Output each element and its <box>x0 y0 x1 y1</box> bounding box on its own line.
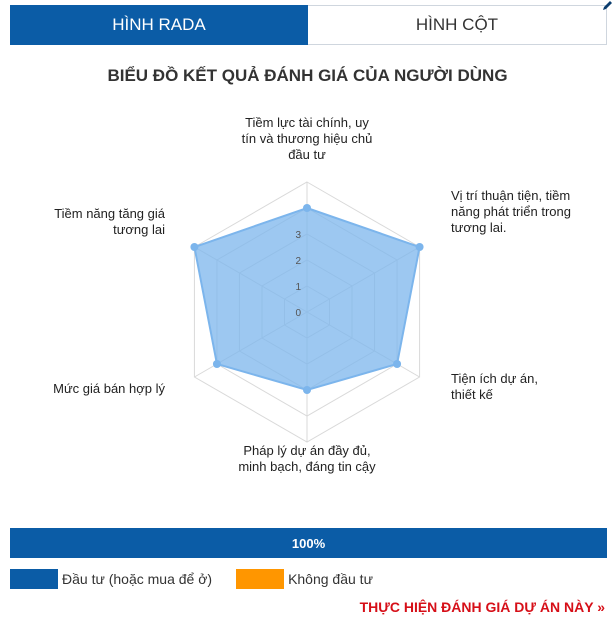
progress-label: 100% <box>291 535 326 551</box>
series-point-3 <box>303 386 311 394</box>
series-point-2 <box>393 360 402 368</box>
legend-swatch-no-invest <box>236 569 285 589</box>
series-point-0 <box>303 204 311 212</box>
series-point-1 <box>415 243 424 251</box>
evaluate-project-link[interactable]: THỰC HIỆN ĐÁNH GIÁ DỰ ÁN NÀY » <box>359 599 605 615</box>
pencil-icon[interactable] <box>601 0 613 12</box>
legend-item-no-invest[interactable]: Không đầu tư <box>236 569 373 589</box>
axis-label-0: Tiềm lực tài chính, uy tín và thương hiệ… <box>241 115 373 162</box>
legend-swatch-invest <box>10 569 58 589</box>
chart-title: BIỂU ĐỒ KẾT QUẢ ĐÁNH GIÁ CỦA NGƯỜI DÙNG <box>107 66 508 85</box>
tab-column[interactable]: HÌNH CỘT <box>308 5 607 45</box>
series-point-5 <box>190 243 199 251</box>
tab-radar[interactable]: HÌNH RADA <box>10 5 308 45</box>
series-point-4 <box>212 360 221 368</box>
axis-label-5: Tiềm năng tăng giá tương lai <box>54 206 165 237</box>
scale-label-2: 2 <box>295 256 301 267</box>
scale-label-3: 3 <box>295 230 301 241</box>
axis-label-4: Mức giá bán hợp lý <box>53 381 165 396</box>
chart-type-tabs: HÌNH RADA HÌNH CỘT <box>10 5 607 45</box>
legend-item-invest[interactable]: Đầu tư (hoặc mua để ở) <box>10 569 212 589</box>
scale-label-1: 1 <box>295 282 301 293</box>
axis-label-3: Pháp lý dự án đầy đủ, minh bạch, đáng ti… <box>238 443 376 474</box>
legend: Đầu tư (hoặc mua để ở) Không đầu tư <box>10 569 397 589</box>
scale-label-0: 0 <box>295 308 301 319</box>
legend-label-invest: Đầu tư (hoặc mua để ở) <box>62 571 213 587</box>
axis-label-1: Vị trí thuận tiện, tiềm năng phát triển … <box>451 188 571 235</box>
radar-chart: 0 1 2 3 <box>190 181 424 443</box>
axis-label-2: Tiện ích dự án, thiết kế <box>451 371 538 402</box>
legend-label-no-invest: Không đầu tư <box>288 571 373 587</box>
series-area-0 <box>193 206 421 392</box>
progress-bar: 100% <box>10 528 607 558</box>
